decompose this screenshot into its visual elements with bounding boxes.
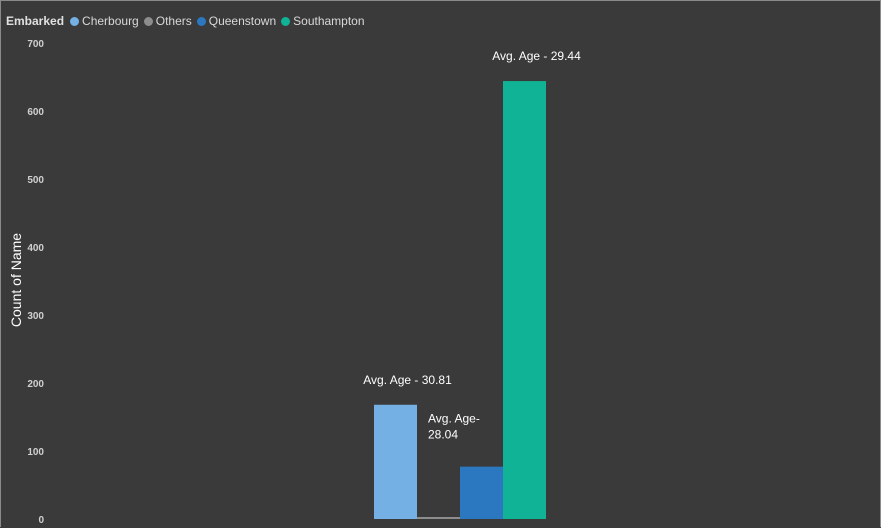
legend-item-cherbourg[interactable]: Cherbourg [70, 14, 139, 28]
bar-queenstown[interactable] [460, 466, 503, 519]
legend-marker-icon [196, 16, 206, 26]
legend-label: Queenstown [208, 14, 277, 28]
y-tick-label: 0 [38, 515, 44, 526]
bar-cherbourg[interactable] [374, 404, 417, 519]
y-tick-label: 200 [27, 379, 44, 390]
legend-marker-icon [281, 16, 291, 26]
y-tick-label: 600 [27, 107, 44, 118]
legend-label: Southampton [293, 14, 365, 28]
data-label-queenstown: 28.04 [428, 428, 458, 442]
legend-item-others[interactable]: Others [143, 14, 192, 28]
y-tick-label: 400 [27, 243, 44, 254]
y-tick-label: 500 [27, 175, 44, 186]
legend-label: Others [155, 14, 192, 28]
y-tick-label: 100 [27, 447, 44, 458]
legend-item-southampton[interactable]: Southampton [281, 14, 365, 28]
data-label-cherbourg: Avg. Age - 30.81 [363, 373, 452, 387]
bar-southampton[interactable] [503, 81, 546, 519]
bar-others[interactable] [417, 517, 460, 519]
legend-label: Cherbourg [82, 14, 139, 28]
legend: Embarked Cherbourg Others Queenstown Sou… [6, 13, 370, 29]
legend-item-queenstown[interactable]: Queenstown [196, 14, 277, 28]
data-label-queenstown: Avg. Age- [428, 412, 480, 426]
y-tick-label: 300 [27, 311, 44, 322]
data-label-southampton: Avg. Age - 29.44 [492, 49, 581, 63]
legend-marker-icon [70, 16, 80, 26]
legend-marker-icon [143, 16, 153, 26]
legend-title: Embarked [6, 14, 65, 28]
y-tick-label: 700 [27, 39, 44, 50]
